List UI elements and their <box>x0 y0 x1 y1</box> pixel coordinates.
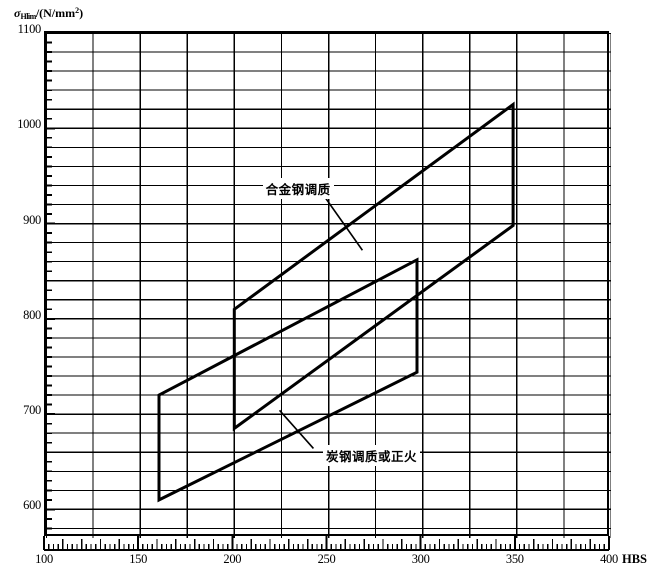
x-tick-label: 400 <box>600 552 618 566</box>
data-layer <box>157 101 515 503</box>
y-tick-label: 800 <box>23 307 41 322</box>
x-tick-label: 250 <box>317 552 336 566</box>
y-tick-label: 1100 <box>17 22 42 36</box>
x-tick-label: 350 <box>505 552 524 566</box>
y-axis-label-unit: /(N/mm <box>35 6 76 20</box>
x-axis-unit-label: HBS <box>622 552 648 566</box>
x-tick-label: 150 <box>129 552 148 566</box>
y-tick-label: 900 <box>23 212 41 227</box>
y-axis-label-superscript: 2 <box>75 6 80 15</box>
y-tick-label: 1000 <box>17 117 41 132</box>
x-tick-label: 300 <box>411 552 430 566</box>
y-axis-label-symbol: σ <box>14 6 21 20</box>
series-annotation-alloy-steel: 合金钢调质 <box>262 178 334 200</box>
x-tick-label: 200 <box>223 552 242 566</box>
y-tick-label: 600 <box>23 498 41 513</box>
y-axis-ticks: 600 700 800 900 1000 1100 <box>0 0 41 582</box>
y-tick-label: 700 <box>23 403 41 418</box>
x-tick-label: 100 <box>35 552 53 566</box>
series-annotation-carbon-steel: 炭钢调质或正火 <box>322 445 420 467</box>
y-axis-label: σHlim/(N/mm2) <box>14 6 83 21</box>
y-axis-label-paren: ) <box>79 6 84 20</box>
y-axis-label-subscript: Hlim <box>20 12 36 21</box>
